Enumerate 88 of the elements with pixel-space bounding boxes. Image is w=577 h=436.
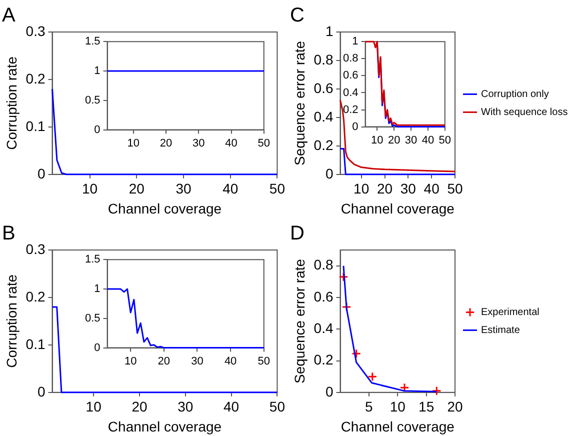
y-tick-label: 1: [94, 64, 101, 77]
x-tick-label: 20: [447, 398, 463, 415]
x-axis-title: Channel coverage: [108, 200, 222, 216]
y-tick-label: 0.2: [314, 352, 334, 368]
x-tick-label: 10: [86, 398, 102, 415]
y-tick-label: 0.4: [314, 108, 334, 124]
y-tick-label: 0: [325, 383, 334, 400]
y-tick-label: 0.2: [26, 288, 46, 304]
x-tick-label: 40: [222, 180, 238, 197]
x-tick-label: 30: [192, 355, 204, 368]
x-axis-title: Channel coverage: [108, 418, 222, 434]
legend-label: Experimental: [481, 306, 540, 318]
y-tick-label: 0.5: [85, 312, 101, 324]
legend-label: Corruption only: [481, 88, 549, 100]
point: [400, 382, 410, 392]
y-tick-label: 0: [37, 383, 46, 400]
x-axis-title: Channel coverage: [340, 418, 455, 434]
y-tick-label: 0.6: [314, 288, 334, 304]
x-tick-label: 10: [128, 137, 140, 150]
x-tick-label: 15: [418, 398, 434, 415]
y-tick-label: 0.8: [342, 52, 358, 64]
x-tick-label: 40: [224, 398, 240, 415]
y-tick-label: 0.1: [26, 336, 46, 352]
x-tick-label: 50: [269, 398, 286, 415]
y-tick-label: 0: [94, 342, 101, 354]
chart-title: A: [2, 4, 16, 27]
x-tick-label: 30: [192, 137, 206, 150]
y-tick-label: 0.6: [314, 80, 334, 96]
x-tick-label: 10: [124, 355, 138, 368]
x-tick-label: 40: [224, 355, 238, 368]
y-tick-label: 0: [352, 120, 358, 133]
y-axis-title: Sequence error rate: [291, 258, 308, 384]
x-tick-label: 20: [160, 137, 173, 150]
y-axis-title: Corruption rate: [3, 274, 20, 368]
y-axis-title: Corruption rate: [3, 56, 20, 150]
chart-title: B: [2, 222, 16, 245]
point: [352, 348, 362, 358]
y-tick-label: 0.3: [26, 240, 46, 257]
legend-label: Estimate: [481, 324, 520, 336]
x-tick-label: 50: [438, 134, 451, 146]
y-tick-label: 0.1: [26, 118, 46, 134]
y-tick-label: 0.3: [26, 22, 46, 39]
y-tick-label: 0: [94, 124, 101, 136]
x-tick-label: 40: [421, 134, 434, 146]
y-tick-label: 0.4: [314, 320, 334, 336]
x-tick-label: 10: [390, 398, 406, 415]
x-tick-label: 50: [269, 180, 286, 197]
legend-label: With sequence loss: [481, 106, 568, 118]
y-tick-label: 0: [325, 165, 334, 182]
chart-title: C: [290, 4, 304, 27]
y-tick-label: 0.6: [342, 69, 358, 82]
x-tick-label: 40: [226, 137, 238, 150]
x-tick-label: 20: [387, 134, 400, 146]
x-tick-label: 40: [424, 180, 440, 197]
y-tick-label: 0: [37, 165, 46, 182]
x-tick-label: 20: [132, 398, 148, 415]
point: [338, 272, 348, 282]
x-tick-label: 20: [376, 180, 393, 197]
y-tick-label: 1: [94, 282, 101, 295]
chart-title: D: [290, 222, 304, 245]
y-tick-label: 0.2: [26, 70, 46, 86]
y-axis-title: Sequence error rate: [291, 40, 308, 166]
y-tick-label: 1.5: [85, 253, 101, 266]
x-tick-label: 10: [354, 180, 370, 197]
y-tick-label: 1.5: [85, 35, 101, 48]
x-tick-label: 30: [404, 134, 417, 146]
x-tick-label: 30: [400, 180, 416, 197]
point: [368, 372, 378, 382]
x-tick-label: 20: [158, 355, 171, 368]
x-axis-title: Channel coverage: [340, 200, 455, 216]
y-tick-label: 0.8: [314, 51, 334, 68]
x-tick-label: 20: [128, 180, 145, 197]
x-tick-label: 30: [178, 398, 194, 415]
y-tick-label: 0.2: [314, 136, 334, 153]
x-tick-label: 30: [176, 180, 192, 197]
y-tick-label: 0.8: [314, 256, 334, 273]
x-tick-label: 10: [82, 180, 98, 197]
x-tick-label: 50: [258, 137, 270, 150]
x-tick-label: 10: [370, 134, 383, 146]
y-tick-label: 0.2: [342, 103, 358, 116]
point: [432, 386, 442, 396]
y-tick-label: 1: [352, 35, 358, 48]
x-tick-label: 50: [258, 355, 270, 368]
x-tick-label: 50: [447, 180, 463, 197]
y-tick-label: 0.4: [342, 86, 358, 98]
y-tick-label: 0.5: [85, 94, 101, 106]
y-tick-label: 1: [325, 22, 334, 39]
x-tick-label: 5: [365, 398, 374, 415]
